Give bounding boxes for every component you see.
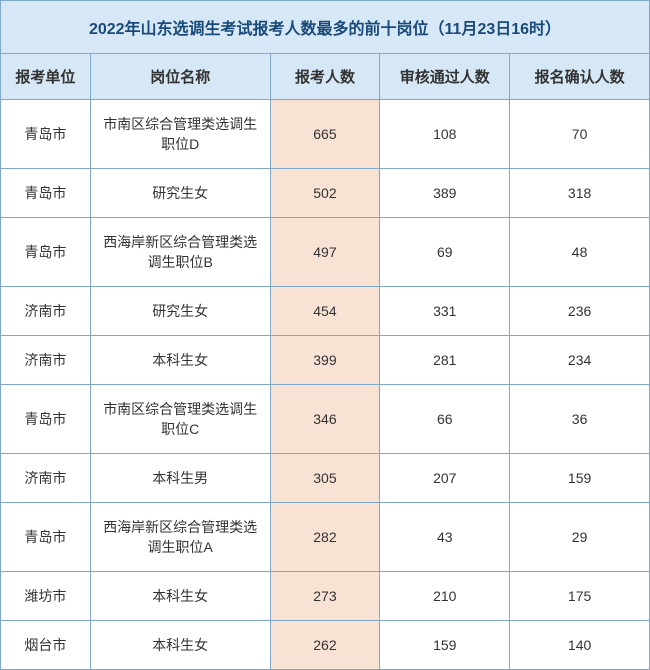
cell-applicants: 346 xyxy=(270,385,380,454)
table-title: 2022年山东选调生考试报考人数最多的前十岗位（11月23日16时） xyxy=(1,1,650,54)
cell-approved: 331 xyxy=(380,287,510,336)
header-confirmed: 报名确认人数 xyxy=(510,54,650,100)
cell-applicants: 502 xyxy=(270,169,380,218)
cell-approved: 159 xyxy=(380,621,510,670)
title-row: 2022年山东选调生考试报考人数最多的前十岗位（11月23日16时） xyxy=(1,1,650,54)
cell-confirmed: 318 xyxy=(510,169,650,218)
cell-confirmed: 175 xyxy=(510,572,650,621)
cell-unit: 青岛市 xyxy=(1,218,91,287)
cell-unit: 济南市 xyxy=(1,336,91,385)
cell-unit: 烟台市 xyxy=(1,621,91,670)
cell-applicants: 399 xyxy=(270,336,380,385)
cell-unit: 济南市 xyxy=(1,287,91,336)
cell-confirmed: 48 xyxy=(510,218,650,287)
cell-confirmed: 236 xyxy=(510,287,650,336)
cell-unit: 济南市 xyxy=(1,454,91,503)
cell-position: 本科生女 xyxy=(90,336,270,385)
cell-unit: 青岛市 xyxy=(1,385,91,454)
cell-unit: 青岛市 xyxy=(1,169,91,218)
cell-approved: 389 xyxy=(380,169,510,218)
cell-approved: 69 xyxy=(380,218,510,287)
cell-approved: 108 xyxy=(380,100,510,169)
header-row: 报考单位 岗位名称 报考人数 审核通过人数 报名确认人数 xyxy=(1,54,650,100)
cell-position: 本科生男 xyxy=(90,454,270,503)
cell-confirmed: 70 xyxy=(510,100,650,169)
cell-position: 研究生女 xyxy=(90,287,270,336)
table-row: 青岛市西海岸新区综合管理类选调生职位A2824329 xyxy=(1,503,650,572)
table-row: 济南市本科生女399281234 xyxy=(1,336,650,385)
header-unit: 报考单位 xyxy=(1,54,91,100)
table-row: 青岛市市南区综合管理类选调生职位C3466636 xyxy=(1,385,650,454)
header-position: 岗位名称 xyxy=(90,54,270,100)
cell-applicants: 454 xyxy=(270,287,380,336)
cell-position: 研究生女 xyxy=(90,169,270,218)
ranking-table: 2022年山东选调生考试报考人数最多的前十岗位（11月23日16时） 报考单位 … xyxy=(0,0,650,670)
cell-approved: 66 xyxy=(380,385,510,454)
table-row: 青岛市市南区综合管理类选调生职位D66510870 xyxy=(1,100,650,169)
cell-confirmed: 140 xyxy=(510,621,650,670)
table-container: 2022年山东选调生考试报考人数最多的前十岗位（11月23日16时） 报考单位 … xyxy=(0,0,650,670)
cell-confirmed: 234 xyxy=(510,336,650,385)
cell-applicants: 305 xyxy=(270,454,380,503)
table-row: 烟台市本科生女262159140 xyxy=(1,621,650,670)
cell-approved: 210 xyxy=(380,572,510,621)
table-row: 济南市研究生女454331236 xyxy=(1,287,650,336)
table-row: 青岛市研究生女502389318 xyxy=(1,169,650,218)
header-approved: 审核通过人数 xyxy=(380,54,510,100)
cell-position: 西海岸新区综合管理类选调生职位A xyxy=(90,503,270,572)
table-row: 潍坊市本科生女273210175 xyxy=(1,572,650,621)
header-applicants: 报考人数 xyxy=(270,54,380,100)
cell-position: 本科生女 xyxy=(90,572,270,621)
cell-applicants: 273 xyxy=(270,572,380,621)
cell-confirmed: 159 xyxy=(510,454,650,503)
cell-unit: 潍坊市 xyxy=(1,572,91,621)
table-row: 青岛市西海岸新区综合管理类选调生职位B4976948 xyxy=(1,218,650,287)
cell-confirmed: 36 xyxy=(510,385,650,454)
cell-approved: 281 xyxy=(380,336,510,385)
table-row: 济南市本科生男305207159 xyxy=(1,454,650,503)
cell-applicants: 262 xyxy=(270,621,380,670)
cell-position: 市南区综合管理类选调生职位C xyxy=(90,385,270,454)
cell-applicants: 665 xyxy=(270,100,380,169)
cell-applicants: 282 xyxy=(270,503,380,572)
cell-applicants: 497 xyxy=(270,218,380,287)
cell-unit: 青岛市 xyxy=(1,503,91,572)
cell-position: 市南区综合管理类选调生职位D xyxy=(90,100,270,169)
cell-confirmed: 29 xyxy=(510,503,650,572)
cell-approved: 43 xyxy=(380,503,510,572)
cell-position: 本科生女 xyxy=(90,621,270,670)
cell-approved: 207 xyxy=(380,454,510,503)
cell-position: 西海岸新区综合管理类选调生职位B xyxy=(90,218,270,287)
cell-unit: 青岛市 xyxy=(1,100,91,169)
